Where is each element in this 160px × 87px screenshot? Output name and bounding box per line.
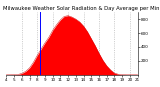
Text: Milwaukee Weather Solar Radiation & Day Average per Minute W/m2 (Today): Milwaukee Weather Solar Radiation & Day … [3,6,160,11]
